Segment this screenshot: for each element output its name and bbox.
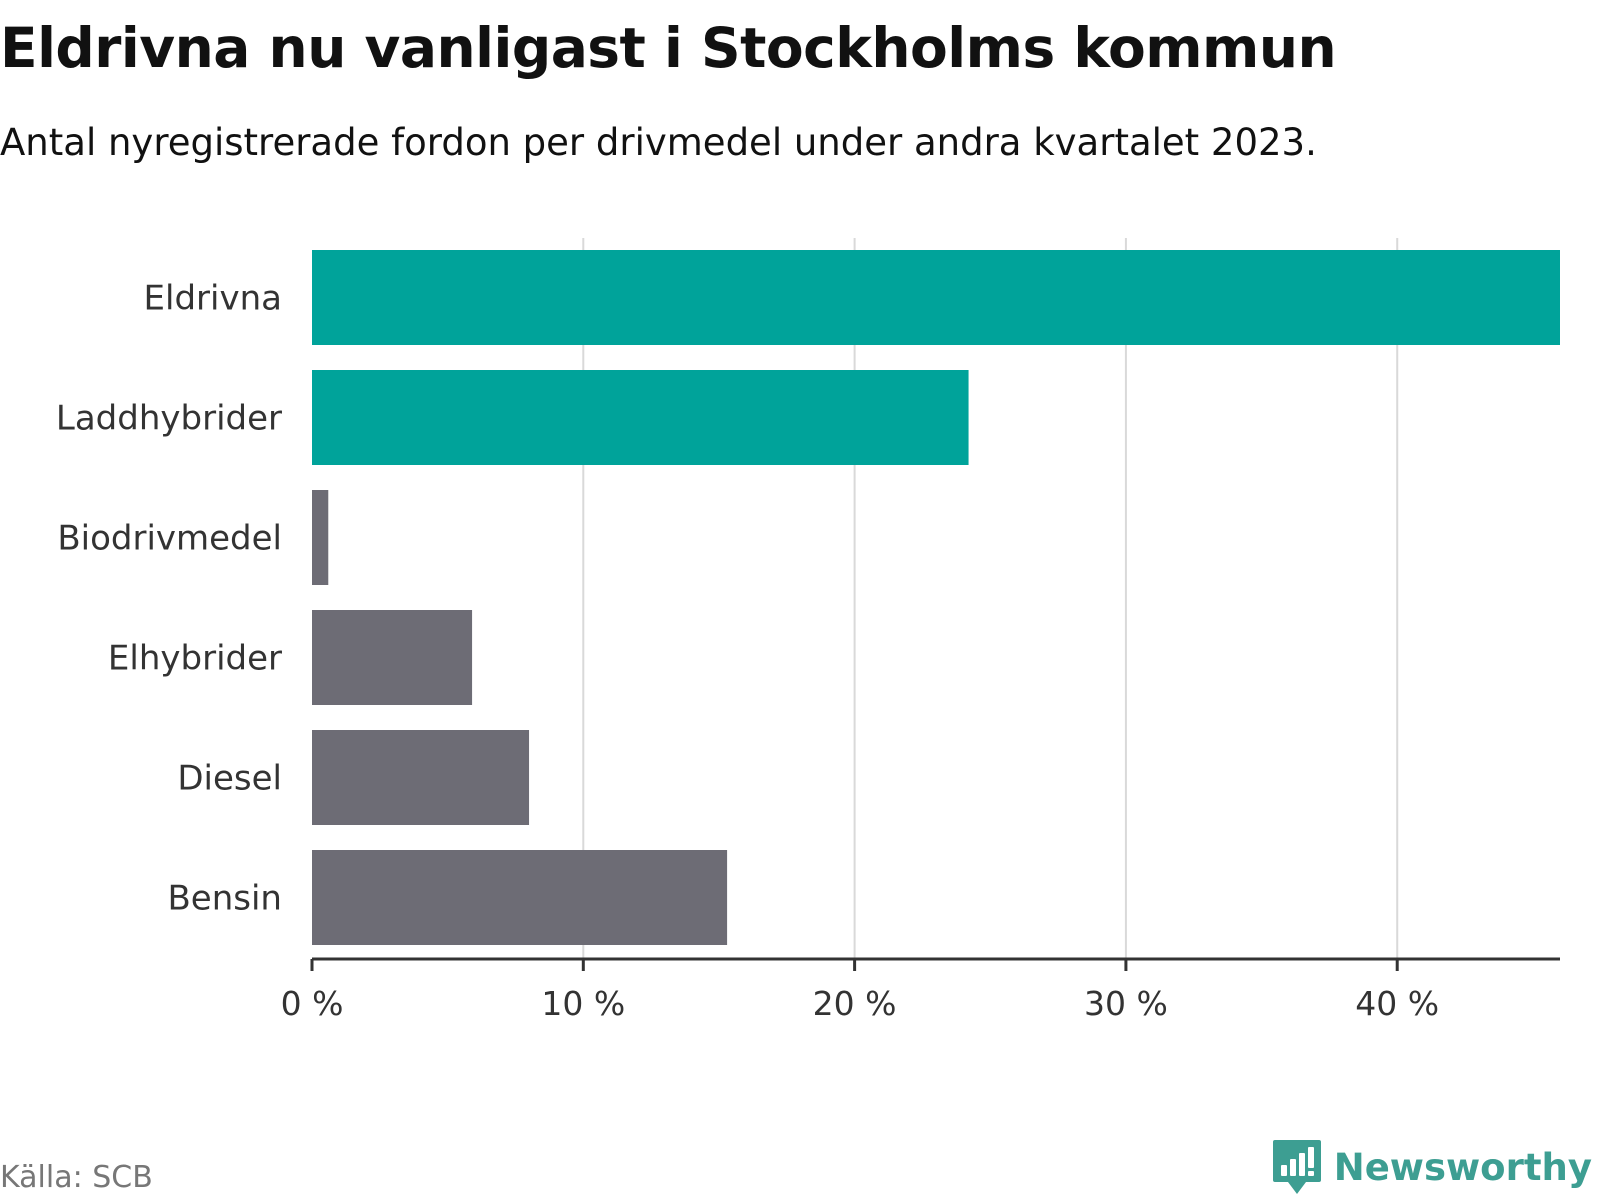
bar-biodrivmedel [312,490,329,585]
category-labels: Eldrivna Laddhybrider Biodrivmedel Elhybrid… [56,279,282,919]
category-label-elhybrider: Elhybrider [108,639,282,679]
newsworthy-logo-icon [1272,1140,1321,1194]
category-label-laddhybrider: Laddhybrider [56,399,282,439]
gridlines [582,238,1399,959]
bars [312,250,1560,945]
bar-diesel [312,730,530,825]
x-tick-label-10: 10 % [541,984,625,1023]
source-note: Källa: SCB [0,1160,153,1195]
category-label-eldrivna: Eldrivna [144,279,282,319]
x-tick-label-30: 30 % [1084,984,1168,1023]
brand-logo: Newsworthy [1272,1140,1592,1194]
bar-elhybrider [312,610,473,705]
category-label-biodrivmedel: Biodrivmedel [57,519,282,559]
x-tick-label-20: 20 % [813,984,897,1023]
category-label-bensin: Bensin [167,879,282,919]
category-label-diesel: Diesel [177,759,282,799]
brand-name: Newsworthy [1333,1145,1592,1189]
x-axis: 0 % 10 % 20 % 30 % 40 % [281,957,1560,1023]
chart-title: Eldrivna nu vanligast i Stockholms kommu… [0,16,1337,80]
x-tick-label-0: 0 % [281,984,344,1023]
bar-laddhybrider [312,370,969,465]
bar-bensin [312,850,728,945]
bar-eldrivna [312,250,1560,345]
chart-subtitle: Antal nyregistrerade fordon per drivmede… [0,121,1317,164]
x-tick-label-40: 40 % [1355,984,1439,1023]
